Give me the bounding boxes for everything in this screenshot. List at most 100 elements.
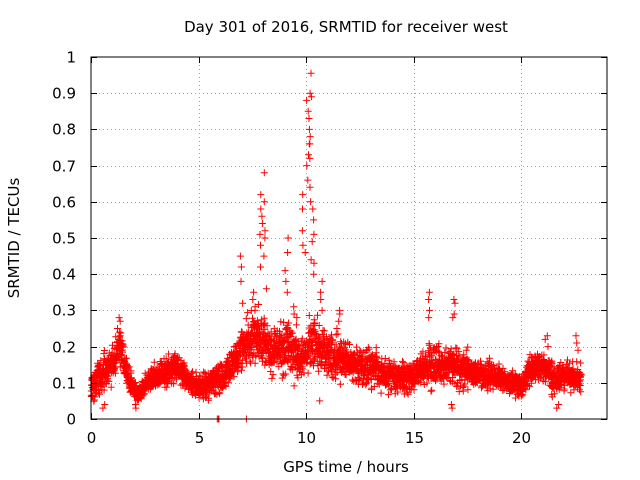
data-point [419, 348, 427, 356]
data-point [292, 321, 300, 329]
y-tick-labels: 0 0.1 0.2 0.3 0.4 0.5 0.6 0.7 0.8 0.9 1 [52, 49, 76, 429]
data-point [577, 388, 585, 396]
data-point [305, 351, 313, 359]
data-point [266, 332, 274, 340]
data-point [455, 348, 463, 356]
y-tick-label: 0.5 [52, 230, 76, 248]
data-point [210, 386, 218, 394]
data-point [306, 89, 314, 97]
data-point [356, 347, 364, 355]
data-point [526, 382, 533, 390]
data-point [260, 198, 268, 206]
data-point [435, 347, 443, 355]
y-tick-label: 0.3 [52, 302, 76, 320]
data-point [282, 277, 290, 285]
data-point [305, 312, 313, 319]
data-point [364, 343, 372, 351]
data-point [268, 374, 276, 382]
axis-ticks [91, 57, 607, 420]
data-point [456, 352, 464, 360]
chart-title: Day 301 of 2016, SRMTID for receiver wes… [184, 18, 508, 36]
data-point [311, 320, 318, 328]
data-point [284, 234, 292, 242]
data-point [365, 345, 373, 353]
data-point [425, 341, 433, 349]
data-point [384, 380, 392, 388]
data-point [425, 288, 433, 296]
data-point [399, 357, 406, 365]
data-point [404, 390, 412, 398]
data-point [257, 241, 264, 249]
data-point [323, 371, 331, 379]
data-point [394, 388, 402, 396]
data-point [301, 249, 309, 256]
x-tick-label: 20 [512, 429, 531, 447]
data-point [230, 373, 238, 381]
data-point [108, 349, 116, 357]
data-point [119, 342, 127, 350]
data-point [261, 227, 269, 235]
data-point [100, 386, 108, 394]
data-point [541, 378, 549, 386]
data-point [263, 322, 271, 330]
data-point [307, 256, 315, 264]
data-point [260, 314, 268, 322]
data-point [305, 125, 313, 133]
data-point [105, 377, 113, 385]
data-point [216, 390, 224, 398]
data-point [115, 328, 123, 336]
data-point [281, 337, 288, 345]
y-axis-title: SRMTID / TECUs [5, 178, 23, 299]
data-point [417, 379, 425, 387]
data-point [303, 162, 311, 170]
data-point [524, 382, 532, 389]
data-point [332, 331, 340, 339]
data-point [318, 306, 326, 314]
data-point [109, 341, 116, 349]
data-point [304, 107, 312, 115]
data-point [499, 387, 507, 394]
y-tick-label: 0.9 [52, 85, 76, 103]
data-point [304, 369, 312, 377]
data-point [165, 350, 173, 358]
data-point [547, 358, 555, 366]
data-point [306, 140, 314, 148]
data-point [353, 343, 361, 351]
data-point [403, 389, 411, 397]
data-point [540, 351, 548, 359]
data-point [116, 317, 124, 325]
data-point [557, 380, 565, 388]
data-point [343, 348, 351, 356]
data-point [314, 311, 321, 319]
data-point [410, 386, 418, 394]
data-point [221, 381, 229, 389]
data-point [237, 263, 245, 271]
data-point [550, 390, 558, 398]
data-point [577, 370, 585, 378]
data-point [152, 382, 159, 390]
data-point [317, 296, 325, 303]
data-point [261, 234, 269, 242]
data-point [111, 369, 119, 377]
data-point [573, 339, 581, 347]
y-tick-label: 0.2 [52, 339, 76, 357]
data-point [370, 383, 378, 390]
data-point [174, 356, 182, 364]
data-point [280, 318, 288, 326]
data-point [427, 387, 435, 395]
data-point [448, 404, 456, 412]
data-point [367, 376, 375, 383]
data-point [244, 309, 252, 317]
data-point [114, 325, 121, 332]
y-tick-label: 0.6 [52, 194, 76, 212]
y-tick-label: 1 [66, 49, 76, 67]
data-point [509, 367, 517, 375]
data-point [150, 358, 158, 366]
data-point [318, 360, 326, 368]
data-point [293, 314, 301, 322]
data-point [316, 397, 324, 405]
data-point [426, 306, 433, 314]
data-point [237, 277, 245, 285]
data-point [543, 332, 551, 340]
